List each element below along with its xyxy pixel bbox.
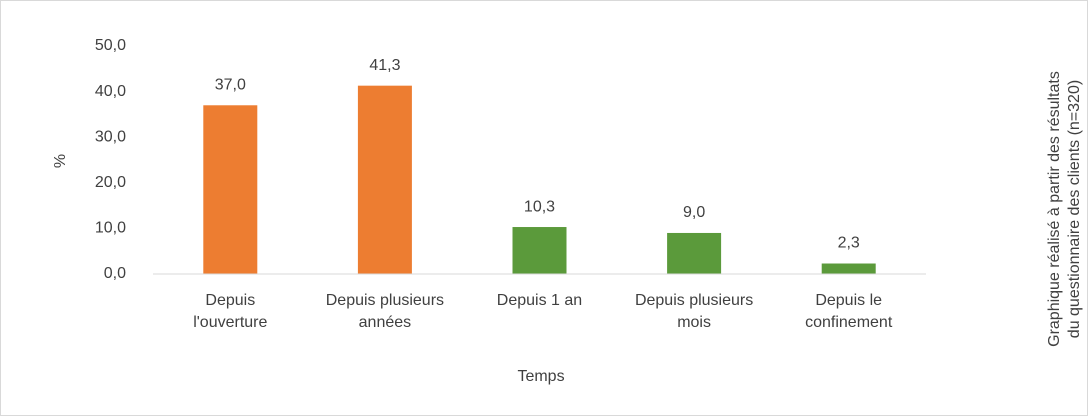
data-label: 9,0 bbox=[683, 204, 705, 221]
data-label: 37,0 bbox=[215, 76, 246, 93]
y-tick-label: 0,0 bbox=[104, 265, 126, 282]
bar bbox=[203, 105, 258, 274]
bar bbox=[357, 85, 412, 274]
x-tick-label: Depuis l'ouverture bbox=[193, 292, 268, 331]
x-tick-label: Depuis plusieurs mois bbox=[634, 292, 754, 331]
data-label: 2,3 bbox=[838, 235, 860, 252]
bar bbox=[512, 227, 567, 274]
annotation: Graphique réalisé à partir des résultats… bbox=[1046, 71, 1083, 347]
y-tick-label: 30,0 bbox=[95, 128, 126, 145]
bar bbox=[821, 263, 876, 274]
y-tick-label: 40,0 bbox=[95, 83, 126, 100]
x-tick-label: Depuis 1 an bbox=[496, 292, 583, 309]
data-label: 41,3 bbox=[369, 57, 400, 74]
y-tick-label: 20,0 bbox=[95, 174, 126, 191]
data-label: 10,3 bbox=[524, 198, 555, 215]
x-tick-label: Depuis plusieurs années bbox=[325, 292, 445, 331]
y-axis-title: % bbox=[52, 154, 69, 168]
y-tick-label: 50,0 bbox=[95, 37, 126, 54]
x-tick-label: Depuis le confinement bbox=[805, 292, 893, 331]
bar bbox=[667, 232, 722, 274]
y-tick-label: 10,0 bbox=[95, 220, 126, 237]
x-axis-title: Temps bbox=[517, 368, 564, 385]
